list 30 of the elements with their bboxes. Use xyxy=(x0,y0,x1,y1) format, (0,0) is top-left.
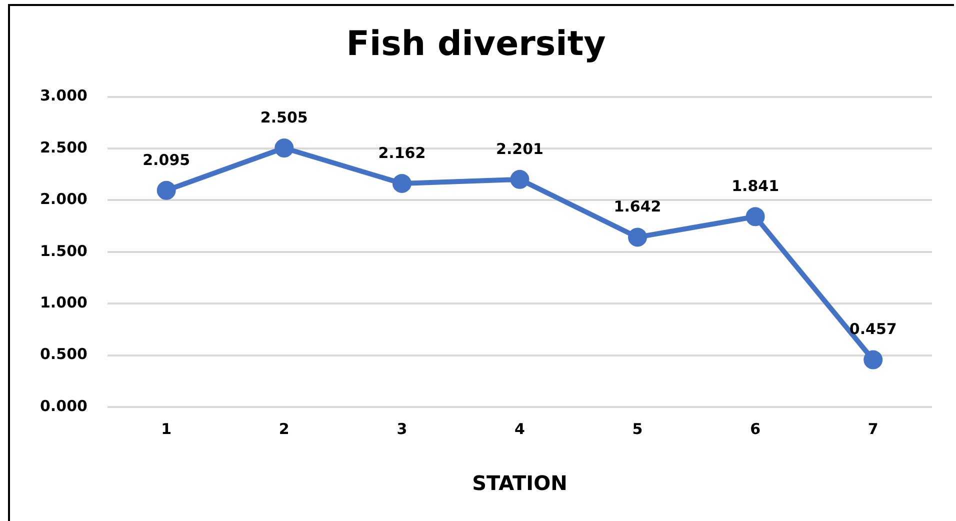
x-tick-label: 2 xyxy=(278,420,290,438)
data-label: 1.841 xyxy=(732,177,780,196)
data-label: 0.457 xyxy=(849,320,897,338)
x-tick-label: 3 xyxy=(396,420,408,438)
x-axis-title: STATION xyxy=(472,471,568,496)
y-tick-label: 1.500 xyxy=(40,242,88,260)
point xyxy=(628,228,648,247)
x-tick-label: 1 xyxy=(161,420,172,438)
point xyxy=(746,207,765,226)
data-label: 2.095 xyxy=(142,150,190,169)
x-tick-label: 6 xyxy=(750,420,761,438)
y-tick-label: 0.000 xyxy=(40,396,88,415)
point xyxy=(864,350,883,370)
point xyxy=(392,174,412,193)
point xyxy=(274,138,294,158)
y-tick-label: 1.000 xyxy=(40,293,88,312)
point xyxy=(510,170,530,189)
x-tick-label: 7 xyxy=(868,420,878,438)
data-label: 2.201 xyxy=(496,140,544,158)
data-label: 1.642 xyxy=(614,198,662,216)
point xyxy=(156,180,176,200)
chart-title: Fish diversity xyxy=(346,24,606,64)
y-tick-label: 2.000 xyxy=(40,190,88,208)
x-tick-label: 5 xyxy=(632,420,643,438)
data-label: 2.162 xyxy=(378,144,426,162)
x-tick-label: 4 xyxy=(514,420,525,438)
y-tick-label: 3.000 xyxy=(40,86,88,105)
data-label: 2.505 xyxy=(260,108,308,126)
y-tick-label: 2.500 xyxy=(40,138,88,156)
y-tick-label: 0.500 xyxy=(40,345,88,364)
